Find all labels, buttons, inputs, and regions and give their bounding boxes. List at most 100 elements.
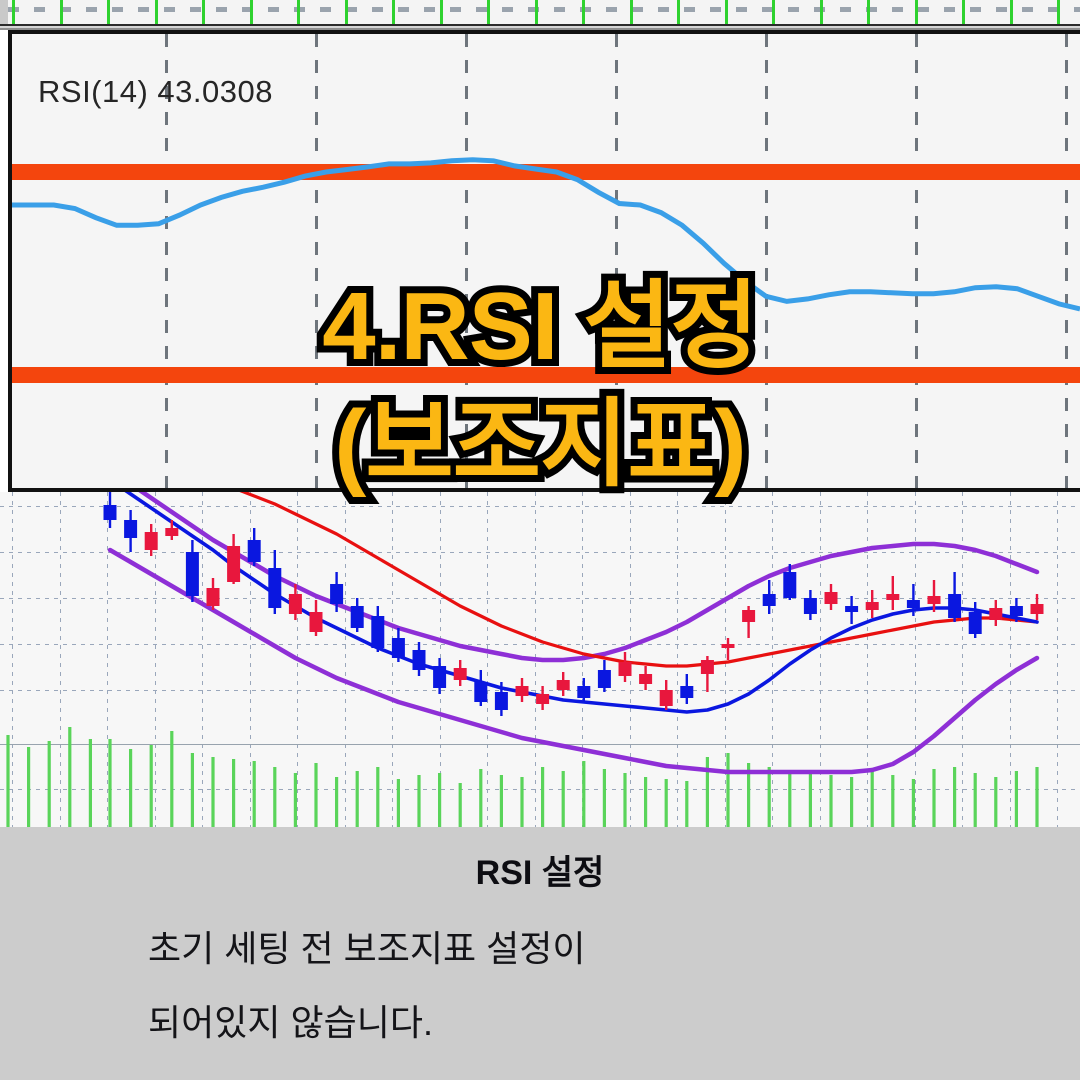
candle-body xyxy=(412,650,426,670)
candle-body xyxy=(618,662,632,676)
candle-body xyxy=(762,594,776,606)
candle-body xyxy=(948,594,962,618)
top-tick-strip xyxy=(0,0,1080,24)
candle-body xyxy=(268,568,282,608)
candle-body xyxy=(865,602,879,610)
candle-body xyxy=(227,546,241,582)
candle-body xyxy=(577,686,591,698)
top-green-tick xyxy=(392,0,395,24)
candle-body xyxy=(330,584,344,604)
price-gridline-v xyxy=(772,492,773,827)
top-green-tick xyxy=(107,0,110,24)
candle-body xyxy=(783,572,797,598)
volume-bar xyxy=(293,773,297,827)
volume-bar xyxy=(850,777,854,827)
rsi-gridline xyxy=(315,34,318,488)
ma-mid-polyline xyxy=(239,492,1039,668)
top-green-tick xyxy=(915,0,918,24)
ma-short-polyline xyxy=(124,492,1039,714)
candle-body xyxy=(391,638,405,658)
rsi-oversold-band xyxy=(12,367,1080,383)
candle-body xyxy=(144,532,158,550)
candle-body xyxy=(350,606,364,628)
top-green-tick xyxy=(1057,0,1060,24)
candle-body xyxy=(845,606,859,612)
candle-body xyxy=(639,674,653,684)
volume-bar xyxy=(561,771,565,827)
top-green-tick xyxy=(487,0,490,24)
top-green-tick xyxy=(962,0,965,24)
candle-body xyxy=(803,598,817,614)
candle-body xyxy=(906,600,920,608)
price-gridline-v xyxy=(345,492,346,827)
volume-bar xyxy=(973,773,977,827)
top-green-tick xyxy=(297,0,300,24)
candle-body xyxy=(515,686,529,696)
volume-bar xyxy=(767,767,771,827)
rsi-gridline xyxy=(615,34,618,488)
candle-body xyxy=(680,686,694,698)
bollinger-upper-line xyxy=(138,492,1040,663)
price-chart-panel[interactable] xyxy=(0,492,1080,827)
price-gridline-v xyxy=(867,492,868,827)
top-green-tick xyxy=(630,0,633,24)
caption-heading: RSI 설정 xyxy=(475,854,605,892)
rsi-gridline xyxy=(915,34,918,488)
price-gridline-v xyxy=(677,492,678,827)
volume-bar xyxy=(788,771,792,827)
price-gridline-v xyxy=(12,492,13,827)
volume-bar xyxy=(602,769,606,827)
top-green-tick xyxy=(1010,0,1013,24)
candle-body xyxy=(165,528,179,536)
ma-short-line xyxy=(124,492,1039,714)
top-green-tick xyxy=(867,0,870,24)
volume-bar xyxy=(438,773,442,827)
rsi-panel[interactable]: RSI(14) 43.0308 xyxy=(8,30,1080,492)
volume-bar xyxy=(355,771,359,827)
volume-bar xyxy=(129,749,133,827)
candle-body xyxy=(824,592,838,604)
volume-bar xyxy=(47,741,51,827)
candle-body xyxy=(1009,606,1023,616)
top-green-tick xyxy=(12,0,15,24)
top-green-tick xyxy=(60,0,63,24)
top-green-tick xyxy=(250,0,253,24)
volume-bar xyxy=(1014,771,1018,827)
price-gridline-h xyxy=(0,598,1080,599)
rsi-gridline xyxy=(765,34,768,488)
top-green-tick xyxy=(155,0,158,24)
candle-body xyxy=(886,594,900,600)
volume-bar xyxy=(417,775,421,827)
candle-body xyxy=(989,608,1003,620)
volume-bar xyxy=(870,771,874,827)
top-green-tick xyxy=(582,0,585,24)
price-gridline-v xyxy=(820,492,821,827)
rsi-line-series xyxy=(12,157,1080,312)
top-dash-row xyxy=(8,7,1080,12)
volume-bar xyxy=(396,779,400,827)
volume-bar xyxy=(1035,767,1039,827)
price-gridline-v xyxy=(250,492,251,827)
rsi-gridline xyxy=(1065,34,1068,488)
volume-bar xyxy=(232,759,236,827)
price-gridline-v xyxy=(60,492,61,827)
candle-body xyxy=(659,690,673,706)
rsi-gridline xyxy=(165,34,168,488)
volume-bar xyxy=(891,775,895,827)
candle-body xyxy=(742,610,756,622)
rsi-indicator-label: RSI(14) 43.0308 xyxy=(38,74,273,109)
top-green-tick xyxy=(677,0,680,24)
volume-bar xyxy=(335,777,339,827)
rsi-plot-area[interactable]: RSI(14) 43.0308 xyxy=(12,34,1080,488)
top-green-tick xyxy=(440,0,443,24)
left-gutter xyxy=(0,0,8,24)
volume-bar xyxy=(376,767,380,827)
candle-body xyxy=(1030,604,1044,614)
top-green-tick xyxy=(725,0,728,24)
candle-body xyxy=(927,596,941,604)
top-green-tick xyxy=(820,0,823,24)
volume-bar xyxy=(582,761,586,827)
top-green-ticks xyxy=(0,0,1080,24)
price-chart-series xyxy=(6,492,1044,827)
